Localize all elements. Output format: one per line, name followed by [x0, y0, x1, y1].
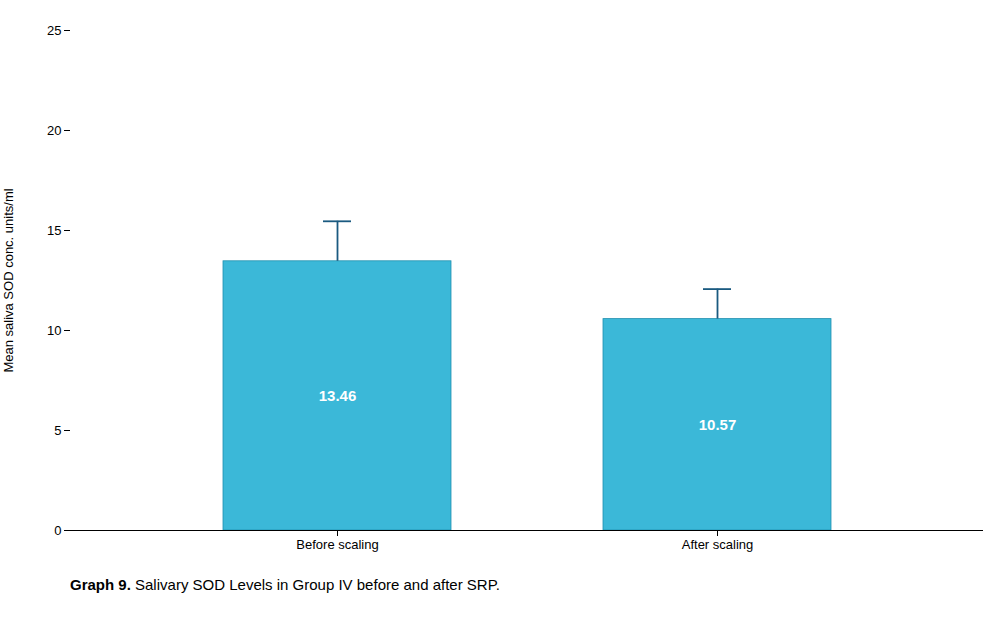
svg-text:10: 10 [47, 323, 61, 338]
svg-text:Before scaling: Before scaling [296, 537, 378, 552]
svg-text:13.46: 13.46 [319, 387, 357, 404]
svg-text:25: 25 [47, 23, 61, 38]
svg-text:20: 20 [47, 123, 61, 138]
html-text:Graph 9. Salivary SOD Levels i: Graph 9. Salivary SOD Levels in Group IV… [70, 576, 500, 593]
svg-text:Mean saliva SOD conc. units/ml: Mean saliva SOD conc. units/ml [1, 188, 16, 372]
svg-text:10.57: 10.57 [699, 416, 737, 433]
svg-text:5: 5 [54, 423, 61, 438]
svg-text:0: 0 [54, 523, 61, 538]
svg-text:After scaling: After scaling [682, 537, 754, 552]
svg-text:15: 15 [47, 223, 61, 238]
